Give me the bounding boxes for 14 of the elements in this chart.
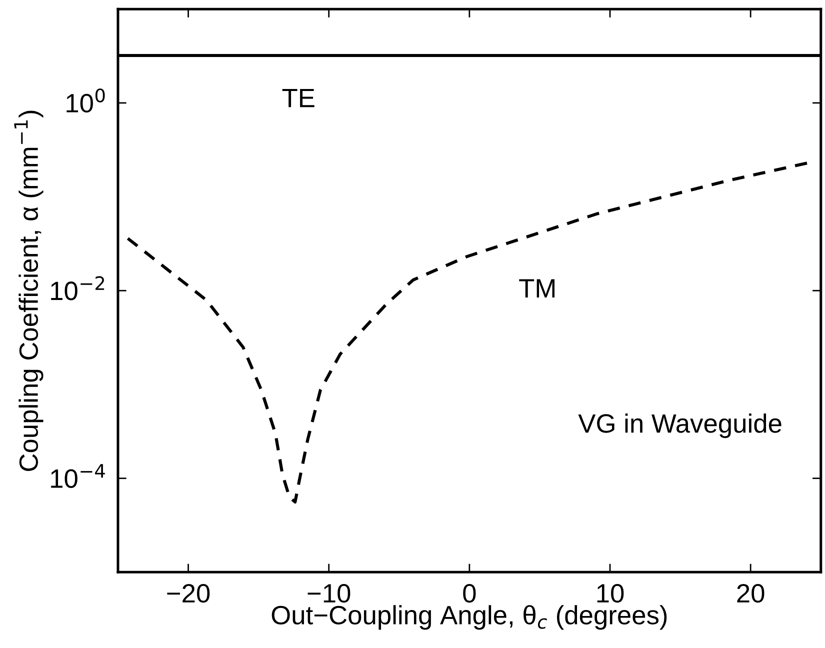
y-tick-label: 10$^{0}$ [66,88,105,113]
x-tick-label: 0 [463,584,476,603]
annotation: TE [282,88,314,108]
x-axis-title: Out−Coupling Angle, θ$_{c}$ (degrees) [272,605,667,630]
x-tick-label: −20 [167,584,210,603]
line-series [126,161,810,504]
x-tick-label: 20 [737,584,764,603]
y-tick-label: 10$^{−2}$ [51,276,104,300]
x-tick-label: 10 [597,584,624,603]
annotation: VG in Waveguide [578,413,782,438]
annotation: TM [519,279,554,298]
y-tick-label: 10$^{−4}$ [51,464,105,488]
x-tick-label: −10 [308,584,350,603]
y-axis-title: Coupling Coefficient, α (mm$^{−1}$) [14,110,44,471]
